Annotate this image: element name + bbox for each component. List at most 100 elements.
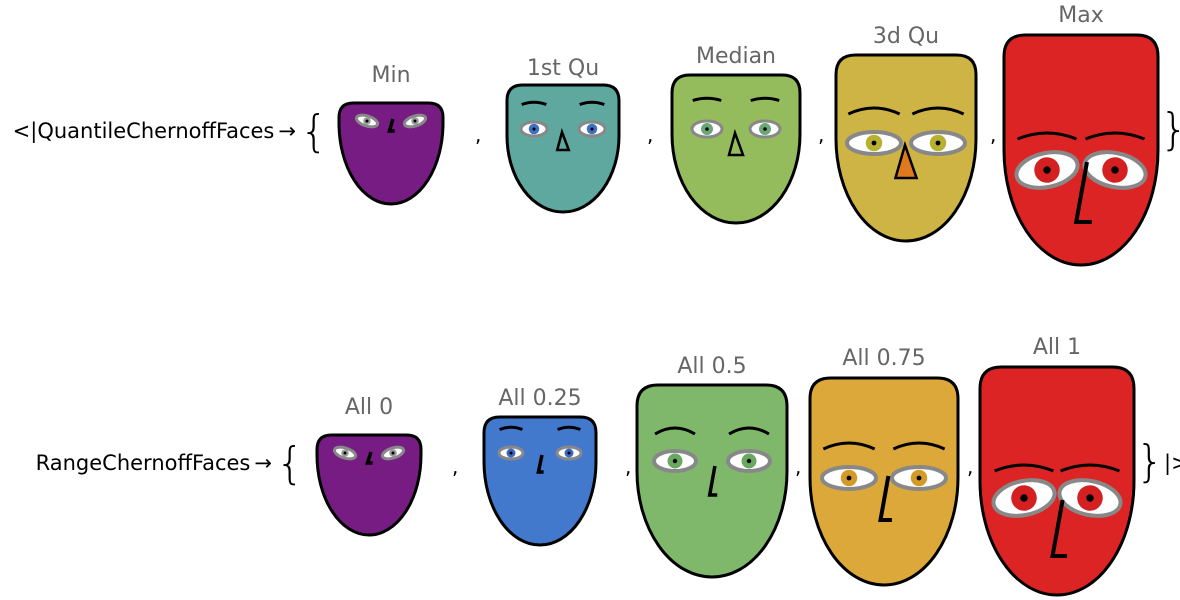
pupil bbox=[935, 140, 941, 146]
brow bbox=[499, 425, 523, 431]
brow bbox=[993, 463, 1055, 473]
eye bbox=[991, 478, 1057, 518]
eye bbox=[690, 119, 724, 139]
eye bbox=[497, 445, 525, 461]
open-brace: { bbox=[300, 106, 328, 157]
separator: , bbox=[452, 455, 458, 479]
mouth-nose bbox=[536, 454, 544, 474]
brow bbox=[728, 426, 770, 436]
pupil bbox=[1043, 166, 1051, 174]
face-head bbox=[1002, 33, 1160, 267]
chernoff-face bbox=[482, 415, 598, 547]
eye bbox=[1014, 150, 1080, 190]
eye bbox=[909, 130, 967, 156]
eye bbox=[652, 449, 698, 473]
mouth-nose bbox=[1073, 161, 1092, 224]
mouth-nose bbox=[364, 451, 373, 465]
face-label: All 0.25 bbox=[498, 386, 581, 411]
pupil bbox=[846, 475, 852, 481]
eye bbox=[845, 130, 903, 156]
chernoff-face bbox=[834, 53, 978, 243]
pupil bbox=[705, 127, 709, 131]
chernoff-face bbox=[337, 101, 445, 206]
brow bbox=[847, 106, 901, 116]
brow bbox=[557, 425, 581, 431]
pupil bbox=[746, 458, 752, 464]
chernoff-face bbox=[635, 383, 789, 579]
separator: , bbox=[795, 455, 801, 479]
pupil bbox=[672, 458, 678, 464]
pupil bbox=[1086, 494, 1094, 502]
nose bbox=[555, 127, 571, 152]
eye bbox=[820, 465, 878, 491]
eye bbox=[402, 113, 428, 129]
pupil bbox=[509, 451, 513, 455]
face-label: Min bbox=[371, 63, 410, 88]
close-brace: } bbox=[1160, 104, 1180, 155]
face-label: 1st Qu bbox=[527, 56, 599, 81]
face-head bbox=[315, 433, 423, 537]
pupil bbox=[365, 119, 369, 123]
face-head bbox=[808, 376, 960, 587]
nose bbox=[893, 140, 919, 180]
close-brace-group: }|> bbox=[1136, 436, 1180, 487]
mouth-nose bbox=[707, 465, 718, 497]
mouth-nose bbox=[1050, 499, 1068, 558]
eye bbox=[519, 120, 549, 138]
face-head bbox=[670, 73, 802, 225]
separator: , bbox=[818, 123, 824, 147]
eye bbox=[748, 119, 782, 139]
separator: , bbox=[625, 455, 631, 479]
separator: , bbox=[990, 123, 996, 147]
chernoff-face bbox=[315, 433, 423, 537]
separator: , bbox=[647, 123, 653, 147]
pupil bbox=[343, 451, 347, 455]
brow bbox=[692, 96, 722, 102]
face-label: All 0.75 bbox=[842, 346, 925, 371]
pupil bbox=[567, 451, 571, 455]
brow bbox=[822, 441, 876, 451]
eye bbox=[726, 449, 772, 473]
row-suffix: |> bbox=[1164, 451, 1180, 476]
pupil bbox=[590, 127, 594, 131]
pupil bbox=[916, 475, 922, 481]
separator: , bbox=[475, 123, 481, 147]
arrow: → bbox=[254, 451, 272, 475]
brow bbox=[1059, 463, 1121, 473]
row-prefix: <| bbox=[13, 119, 38, 144]
face-head bbox=[505, 83, 621, 214]
brow bbox=[750, 96, 780, 102]
face-label: All 0.5 bbox=[677, 354, 746, 379]
face-label: Median bbox=[696, 44, 776, 69]
pupil bbox=[413, 119, 417, 123]
brow bbox=[892, 441, 946, 451]
pupil bbox=[1111, 166, 1119, 174]
brow bbox=[1084, 131, 1146, 141]
face-label: All 1 bbox=[1033, 335, 1081, 360]
pupil bbox=[1020, 494, 1028, 502]
face-head bbox=[482, 415, 598, 547]
eye bbox=[555, 445, 583, 461]
row-key-name: RangeChernoffFaces bbox=[36, 451, 251, 475]
eye bbox=[577, 120, 607, 138]
mouth-nose bbox=[878, 475, 892, 522]
face-label: 3d Qu bbox=[873, 24, 939, 49]
pupil bbox=[532, 127, 536, 131]
chernoff-face bbox=[505, 83, 621, 214]
eye bbox=[1057, 478, 1123, 518]
chernoff-face bbox=[978, 365, 1136, 597]
row-key: RangeChernoffFaces → bbox=[36, 451, 272, 475]
separator: , bbox=[967, 455, 973, 479]
face-label: Max bbox=[1058, 3, 1103, 28]
chernoff-face bbox=[670, 73, 802, 225]
close-brace-group: }, bbox=[1160, 104, 1180, 155]
pupil bbox=[763, 127, 767, 131]
face-label: All 0 bbox=[345, 395, 393, 420]
brow bbox=[1016, 131, 1078, 141]
brow bbox=[911, 106, 965, 116]
chernoff-face bbox=[1002, 33, 1160, 267]
eye bbox=[332, 445, 358, 461]
nose bbox=[727, 128, 745, 157]
arrow: → bbox=[278, 119, 296, 143]
